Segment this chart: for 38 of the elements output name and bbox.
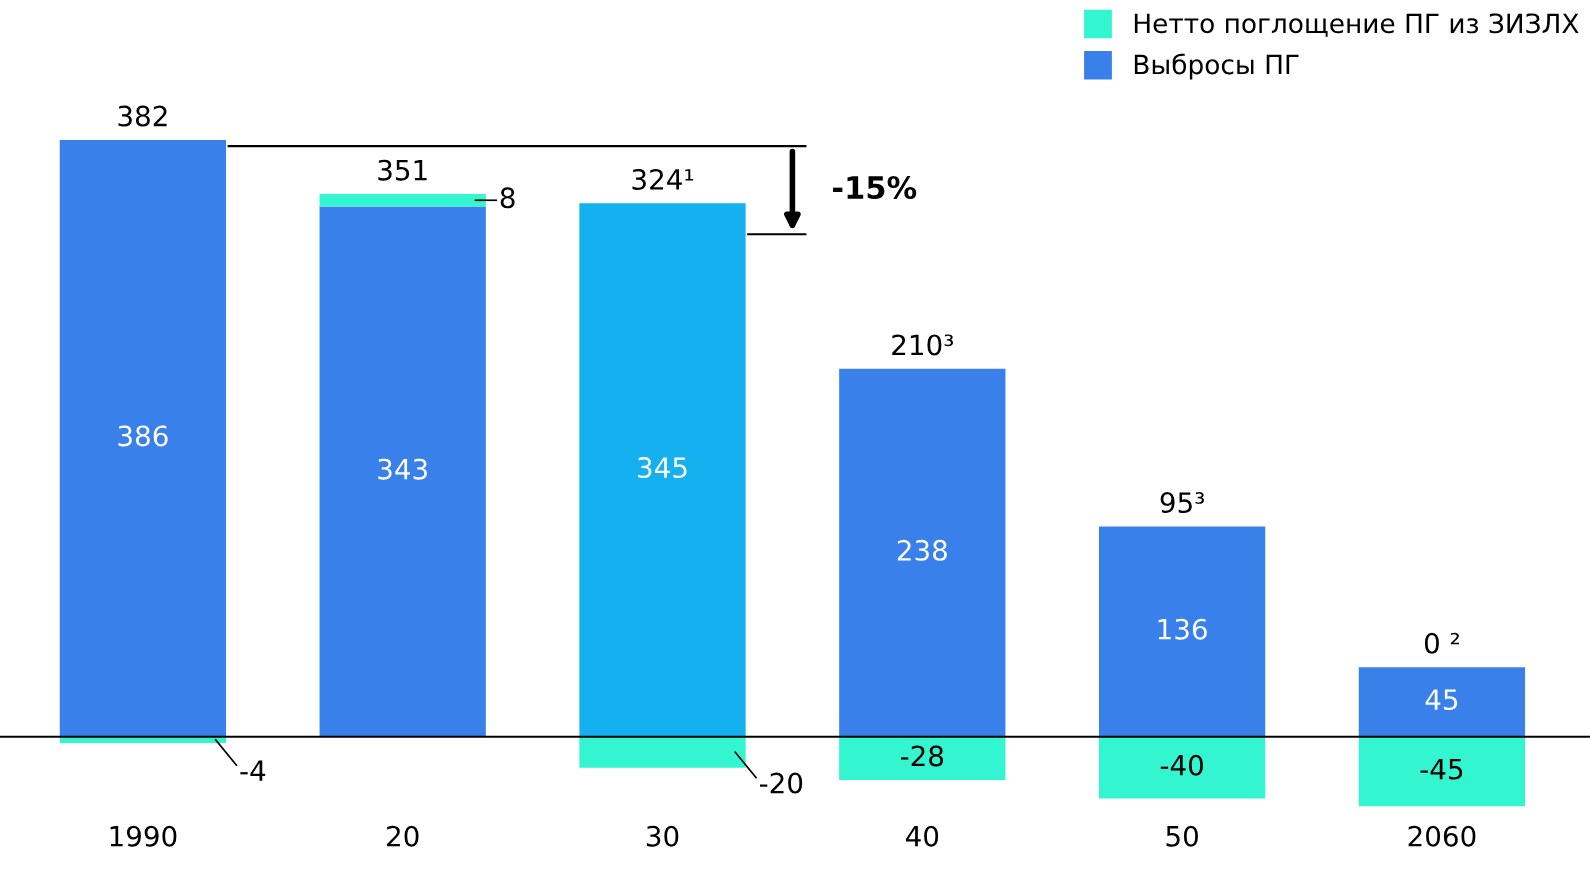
data-label: -20: [759, 772, 803, 794]
bar: [579, 203, 746, 737]
bar: [59, 139, 227, 737]
total-label: 382: [118, 105, 167, 127]
bar: [1098, 736, 1266, 799]
data-label: 343: [378, 458, 427, 480]
legend-label: Нетто поглощение ПГ из ЗИЗЛХ: [1134, 13, 1579, 37]
bar: [319, 194, 486, 207]
x-tick-label: 2060: [1408, 825, 1476, 847]
bar: [1098, 526, 1266, 737]
bar: [1358, 667, 1526, 737]
data-label: 345: [638, 457, 687, 479]
x-tick-label: 50: [1166, 825, 1198, 847]
legend-label: Выбросы ПГ: [1134, 53, 1299, 80]
data-label: -40: [1160, 754, 1203, 776]
data-label: 136: [1158, 618, 1207, 640]
bar: [319, 206, 486, 737]
total-label: 324¹: [632, 168, 694, 190]
data-label: -4: [240, 760, 266, 781]
annotation: -15%: [833, 175, 917, 200]
bar: [579, 736, 746, 768]
total-label: 0 ²: [1424, 632, 1459, 654]
data-label: 238: [897, 539, 947, 561]
x-tick-label: 1990: [110, 825, 177, 847]
data-label: 45: [1425, 689, 1458, 711]
x-tick-label: 40: [905, 825, 939, 847]
data-label: 386: [118, 425, 168, 447]
x-tick-label: 20: [387, 825, 419, 847]
data-label: -45: [1420, 758, 1463, 780]
total-label: 95³: [1160, 492, 1204, 514]
x-tick-label: 30: [646, 825, 679, 847]
data-label: -28: [900, 745, 944, 767]
bar: [1358, 736, 1526, 807]
total-label: 351: [378, 159, 427, 181]
total-label: 210³: [892, 334, 953, 356]
bar: [839, 368, 1006, 737]
bar: [839, 736, 1006, 781]
data-label: 8: [500, 187, 515, 209]
